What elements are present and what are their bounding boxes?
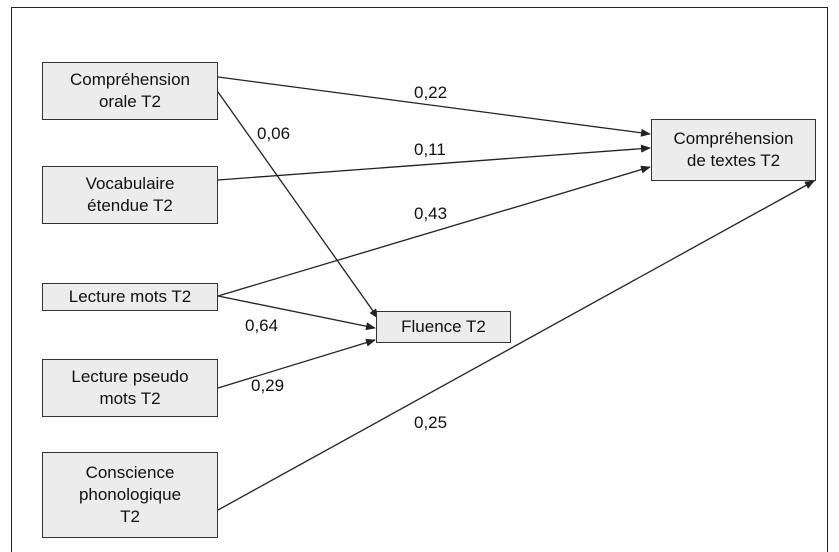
coef-conscience-textes: 0,25 [414,413,448,432]
node-lecture-mots: Lecture mots T2 [42,283,218,311]
arrow-vocabulaire-to-comprehension-textes [217,144,651,181]
node-comprehension-textes: Compréhension de textes T2 [651,119,816,181]
node-comprehension-orale: Compréhension orale T2 [42,62,218,120]
arrow-lecture-pseudo-to-fluence [217,338,376,389]
arrow-comprehension-orale-to-comprehension-textes [217,76,651,137]
node-conscience: Conscience phonologique T2 [42,452,218,538]
node-label: Compréhension orale T2 [69,70,190,111]
diagram-frame [11,7,828,552]
node-label: Lecture mots T2 [68,287,192,306]
arrow-lecture-mots-to-fluence [217,295,376,331]
node-label: Vocabulaire étendue T2 [85,174,175,215]
coef-comprehension-orale-fluence: 0,06 [257,124,291,143]
arrow-conscience-to-comprehension-textes [217,180,815,511]
node-label: Lecture pseudo mots T2 [71,367,189,408]
coef-lecture-mots-fluence: 0,64 [245,316,279,335]
node-label: Fluence T2 [401,317,486,336]
arrow-comprehension-orale-to-fluence [217,91,379,319]
node-lecture-pseudo: Lecture pseudo mots T2 [42,359,218,417]
node-fluence: Fluence T2 [376,311,511,343]
node-label: Compréhension de textes T2 [673,129,794,170]
node-label: Conscience phonologique T2 [78,463,182,526]
coef-lecture-mots-textes: 0,43 [414,204,448,223]
coef-comprehension-orale-textes: 0,22 [414,83,448,102]
arrow-lecture-mots-to-comprehension-textes [217,165,651,297]
coef-vocabulaire-textes: 0,11 [414,140,446,159]
node-vocabulaire: Vocabulaire étendue T2 [42,166,218,224]
coef-lecture-pseudo-fluence: 0,29 [251,376,285,395]
